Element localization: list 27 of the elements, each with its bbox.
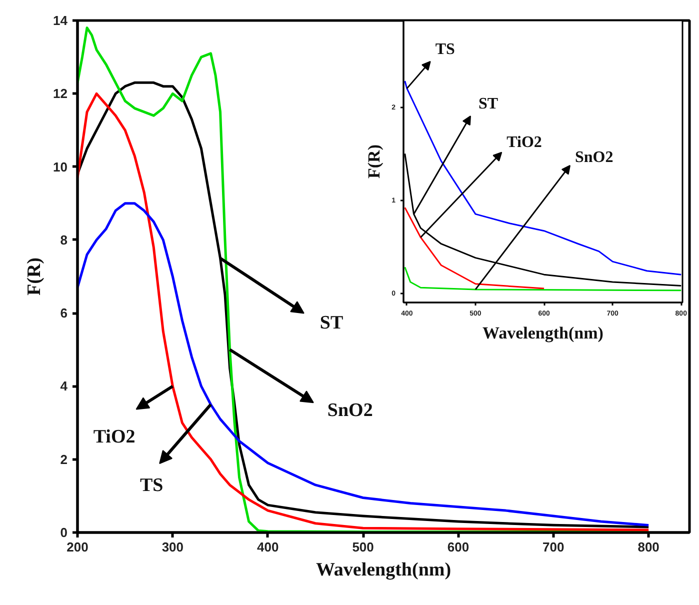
x-tick-label: 700	[542, 540, 564, 554]
y-tick-label: 10	[53, 159, 68, 174]
y-tick-label: 8	[60, 232, 68, 248]
annotation: SnO2	[574, 148, 614, 166]
annotation: SnO2	[327, 400, 373, 422]
y-tick-label: 14	[53, 13, 68, 28]
x-tick-label: 300	[162, 540, 184, 554]
y-tick-label: 6	[60, 306, 68, 321]
y-tick-label: 2	[60, 452, 68, 467]
y-tick-label: 12	[53, 86, 68, 102]
y-tick-label: 4	[60, 378, 68, 394]
y-tick-label: 0	[60, 525, 68, 540]
y-axis-title: F(R)	[24, 258, 46, 296]
annotation: ST	[478, 96, 498, 113]
y-axis-title: F(R)	[364, 144, 384, 178]
annotation: TiO2	[93, 426, 136, 448]
annotation: TiO2	[506, 134, 542, 151]
x-tick-label: 400	[257, 540, 279, 554]
x-axis-title: Wavelength(nm)	[316, 560, 452, 580]
annotation: TS	[140, 475, 164, 496]
x-tick-label: 200	[66, 540, 88, 554]
annotation: ST	[320, 312, 344, 334]
annotation: TS	[435, 40, 455, 58]
x-tick-label: 800	[638, 540, 660, 554]
x-axis-title: Wavelength(nm)	[482, 324, 604, 342]
x-tick-label: 500	[352, 540, 374, 554]
x-tick-label: 600	[447, 540, 470, 554]
